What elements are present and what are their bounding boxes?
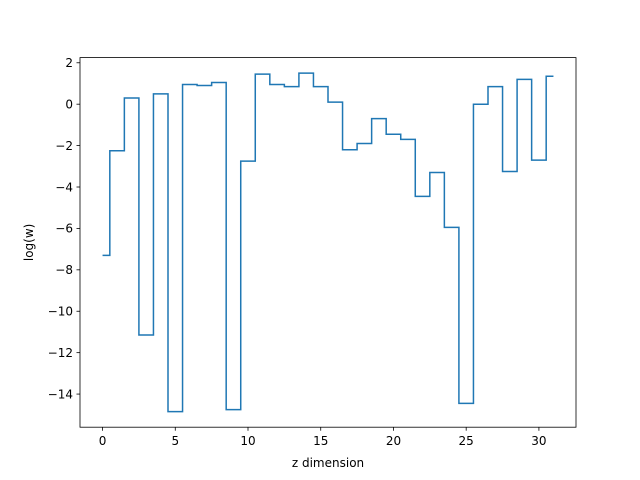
x-tick-label: 5	[171, 434, 179, 448]
y-tick-label: −4	[55, 180, 73, 194]
y-tick-label: 2	[65, 56, 73, 70]
x-tick-label: 25	[459, 434, 474, 448]
x-axis-label: z dimension	[292, 456, 364, 470]
y-tick-label: −14	[48, 387, 73, 401]
x-tick-label: 10	[240, 434, 255, 448]
y-tick-label: −10	[48, 305, 73, 319]
y-tick-label: −6	[55, 222, 73, 236]
x-tick-label: 30	[531, 434, 546, 448]
x-tick-label: 0	[99, 434, 107, 448]
series-layer	[102, 72, 554, 413]
series-line-0	[102, 72, 554, 413]
y-tick-label: −2	[55, 139, 73, 153]
y-tick-label: −8	[55, 263, 73, 277]
y-axis-label: log(w)	[22, 224, 36, 261]
x-tick-label: 15	[313, 434, 328, 448]
y-tick-label: 0	[65, 97, 73, 111]
y-tick-label: −12	[48, 346, 73, 360]
plot-frame	[79, 57, 577, 428]
x-tick-label: 20	[386, 434, 401, 448]
x-axis: 0 5 10 15 20 25 30	[99, 427, 547, 448]
y-axis: 2 0 −2 −4 −6 −8 −10 −12 −14	[48, 56, 80, 401]
